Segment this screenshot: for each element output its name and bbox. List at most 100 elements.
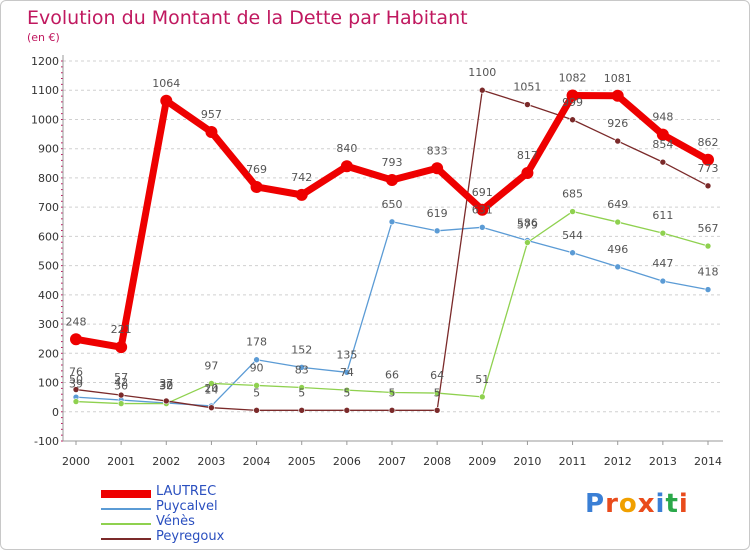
data-label: 5 xyxy=(389,386,396,399)
data-label: 833 xyxy=(427,144,448,157)
y-tick-label: 1000 xyxy=(31,113,59,126)
x-tick-label: 2000 xyxy=(62,455,90,468)
data-point xyxy=(524,239,531,246)
data-point xyxy=(614,218,622,226)
data-label: 418 xyxy=(698,266,719,279)
y-tick-label: 1200 xyxy=(31,55,59,68)
data-label: 649 xyxy=(607,198,628,211)
data-point xyxy=(388,407,396,414)
data-label: 586 xyxy=(517,216,538,229)
data-point xyxy=(295,188,308,201)
y-tick-label: 600 xyxy=(38,230,59,243)
data-label: 5 xyxy=(298,386,305,399)
data-point xyxy=(340,160,353,173)
x-tick-label: 2011 xyxy=(559,455,587,468)
data-point xyxy=(704,182,712,190)
logo-letter: i xyxy=(678,489,689,519)
data-label: 544 xyxy=(562,229,583,242)
data-label: 76 xyxy=(69,366,83,379)
data-point xyxy=(343,407,351,414)
data-label: 948 xyxy=(652,111,673,124)
data-point xyxy=(569,116,576,124)
data-point xyxy=(253,356,260,364)
data-label: 1064 xyxy=(152,77,180,90)
data-point xyxy=(70,333,82,346)
legend-swatch xyxy=(101,508,151,510)
data-point xyxy=(298,407,306,414)
x-tick-label: 2009 xyxy=(468,455,496,468)
data-label: 51 xyxy=(475,373,489,386)
logo-letter: o xyxy=(618,489,638,519)
y-tick-label: 400 xyxy=(38,289,59,302)
data-point xyxy=(117,391,125,399)
data-label: 579 xyxy=(517,219,538,232)
data-point xyxy=(478,393,486,401)
x-tick-label: 2013 xyxy=(649,455,677,468)
x-tick-label: 2004 xyxy=(243,455,271,468)
data-label: 650 xyxy=(382,198,403,211)
data-point xyxy=(566,89,579,102)
data-point xyxy=(343,386,351,394)
data-label: 567 xyxy=(698,222,719,235)
data-label: 66 xyxy=(385,368,399,381)
data-point xyxy=(704,286,712,293)
data-label: 817 xyxy=(517,149,538,162)
data-label: 50 xyxy=(69,373,83,386)
series-lines xyxy=(70,86,714,414)
data-label: 64 xyxy=(430,369,444,382)
data-label: 619 xyxy=(427,207,448,220)
x-tick-label: 2001 xyxy=(107,455,135,468)
data-label: 30 xyxy=(159,380,173,393)
data-point xyxy=(702,153,714,166)
y-tick-label: 800 xyxy=(38,172,59,185)
data-label: 248 xyxy=(66,315,87,328)
data-label: 793 xyxy=(382,156,403,169)
data-point xyxy=(162,397,170,405)
y-tick-label: 200 xyxy=(38,347,59,360)
data-point xyxy=(115,341,128,354)
y-tick-label: 300 xyxy=(38,318,59,331)
y-tick-label: 0 xyxy=(52,406,59,419)
data-label: 30 xyxy=(114,380,128,393)
data-label: 152 xyxy=(291,343,312,356)
data-point xyxy=(478,86,486,94)
data-label: 631 xyxy=(472,203,493,216)
data-label: 90 xyxy=(250,361,264,374)
legend-label: Vénès xyxy=(156,514,195,529)
data-label: 1051 xyxy=(513,81,541,94)
data-point xyxy=(704,242,712,250)
data-label: 685 xyxy=(562,188,583,201)
y-tick-label: -100 xyxy=(34,435,59,448)
data-point xyxy=(521,166,534,179)
data-label: 999 xyxy=(562,96,583,109)
data-point xyxy=(569,208,576,215)
chart-unit: (en €) xyxy=(27,31,60,44)
data-label: 14 xyxy=(204,384,218,397)
data-point xyxy=(388,218,396,226)
data-label: 74 xyxy=(340,366,354,379)
data-label: 178 xyxy=(246,336,267,349)
data-point xyxy=(611,89,624,102)
data-label: 83 xyxy=(295,364,309,377)
logo-letter: t xyxy=(665,489,679,519)
data-point xyxy=(478,224,486,231)
logo-letter: x xyxy=(637,489,656,519)
x-tick-label: 2006 xyxy=(333,455,361,468)
data-label: 37 xyxy=(159,377,173,390)
data-point xyxy=(433,227,441,235)
data-label: 32 xyxy=(159,379,173,392)
y-tick-label: 1100 xyxy=(31,84,59,97)
data-label: 5 xyxy=(343,386,350,399)
grid-lines xyxy=(63,60,723,413)
data-point xyxy=(72,398,80,405)
data-point xyxy=(388,389,396,396)
proxiti-logo: Proxiti xyxy=(585,489,689,519)
data-label: 691 xyxy=(472,186,493,199)
data-label: 5 xyxy=(434,386,441,399)
x-tick-label: 2012 xyxy=(604,455,632,468)
data-label: 496 xyxy=(607,243,628,256)
data-point xyxy=(208,404,215,411)
data-label: 1100 xyxy=(468,66,496,79)
data-label: 611 xyxy=(652,209,673,222)
